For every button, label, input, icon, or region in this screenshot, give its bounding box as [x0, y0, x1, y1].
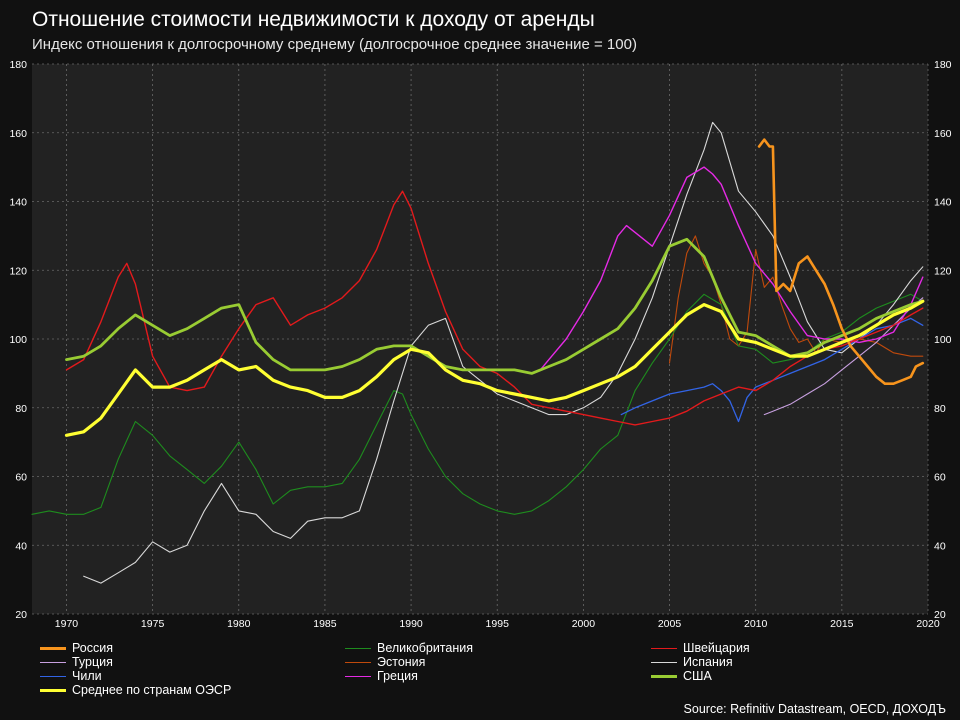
y-tick-label: 60 [15, 472, 27, 484]
x-tick-label: 1995 [486, 618, 510, 630]
y-tick-label: 180 [9, 59, 27, 71]
series-lines [31, 121, 925, 584]
y-tick-label: 60 [934, 472, 946, 484]
x-tick-label: 1970 [55, 618, 79, 630]
y-tick-label: 100 [9, 334, 27, 346]
y-tick-label: 20 [934, 609, 946, 621]
x-tick-label: 2005 [658, 618, 682, 630]
y-tick-label: 20 [15, 609, 27, 621]
series-line [620, 317, 924, 423]
y-axis-left: 20 40 60 80 100 120 140 160 180 [9, 59, 27, 621]
y-tick-label: 160 [9, 128, 27, 140]
y-tick-label: 140 [9, 197, 27, 209]
series-line [757, 138, 925, 386]
x-tick-label: 2015 [830, 618, 854, 630]
y-tick-label: 120 [9, 265, 27, 277]
x-tick-label: 2020 [916, 618, 940, 630]
x-tick-label: 1980 [227, 618, 251, 630]
y-tick-label: 120 [934, 265, 952, 277]
x-tick-label: 2010 [744, 618, 768, 630]
series-line [31, 293, 924, 515]
x-axis: 1970 1975 1980 1985 1990 1995 2000 2005 2010 2015… [55, 618, 940, 630]
y-tick-label: 180 [934, 59, 952, 71]
y-tick-label: 40 [15, 540, 27, 552]
series-line [64, 299, 925, 437]
y-tick-label: 160 [934, 128, 952, 140]
y-tick-label: 100 [934, 334, 952, 346]
y-tick-label: 80 [934, 403, 946, 415]
chart-title: Отношение стоимости недвижимости к доход… [32, 8, 595, 31]
x-tick-label: 1985 [313, 618, 337, 630]
y-tick-label: 140 [934, 197, 952, 209]
series-line [83, 121, 924, 584]
x-tick-label: 1990 [399, 618, 423, 630]
series-line [539, 166, 924, 371]
y-axis-right: 20 40 60 80 100 120 140 160 180 [934, 59, 952, 621]
y-tick-label: 80 [15, 403, 27, 415]
x-tick-label: 1975 [141, 618, 165, 630]
y-tick-label: 40 [934, 540, 946, 552]
grid [32, 63, 929, 615]
x-tick-label: 2000 [572, 618, 596, 630]
series-line [65, 190, 924, 426]
source-note: Source: Refinitiv Datastream, OECD, ДОХО… [683, 702, 946, 716]
chart-subtitle: Индекс отношения к долгосрочному среднем… [32, 36, 637, 53]
series-line [763, 297, 924, 416]
